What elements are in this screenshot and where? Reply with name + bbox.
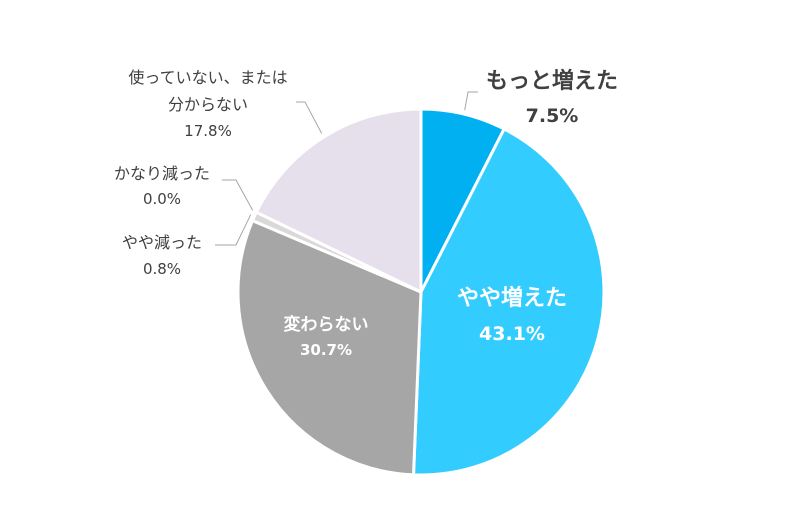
slice-label-tsukatteinai-line1: 使っていない、または [128, 68, 287, 87]
slice-value-tsukatteinai: 17.8% [184, 122, 232, 140]
pie-slice-kawaranai [236, 219, 423, 477]
slice-label-yaya-hetta: やや減った [122, 233, 202, 252]
slice-label-motto-fueta: もっと増えた [486, 68, 618, 94]
slice-value-kanari-hetta: 0.0% [143, 190, 181, 208]
slice-value-kawaranai: 30.7% [300, 341, 352, 359]
slice-label-kanari-hetta: かなり減った [114, 164, 210, 183]
slice-value-motto-fueta: 7.5% [526, 105, 579, 127]
pie-slices [236, 107, 606, 477]
leader-line-kanari-hetta [222, 179, 254, 211]
slice-value-yaya-fueta: 43.1% [479, 323, 545, 345]
leader-line-motto-fueta [464, 91, 478, 111]
leader-line-yaya-hetta [215, 214, 252, 246]
slice-value-yaya-hetta: 0.8% [143, 260, 181, 278]
slice-label-kawaranai: 変わらない [284, 314, 369, 335]
leader-line-tsukatteinai [296, 101, 323, 134]
slice-label-tsukatteinai-line2: 分からない [168, 95, 248, 114]
slice-label-yaya-fueta: やや増えた [457, 285, 567, 311]
leader-lines [215, 91, 478, 246]
pie-slice-tsukatteinai [254, 107, 423, 294]
pie-slice-yaya-fueta [412, 127, 606, 477]
